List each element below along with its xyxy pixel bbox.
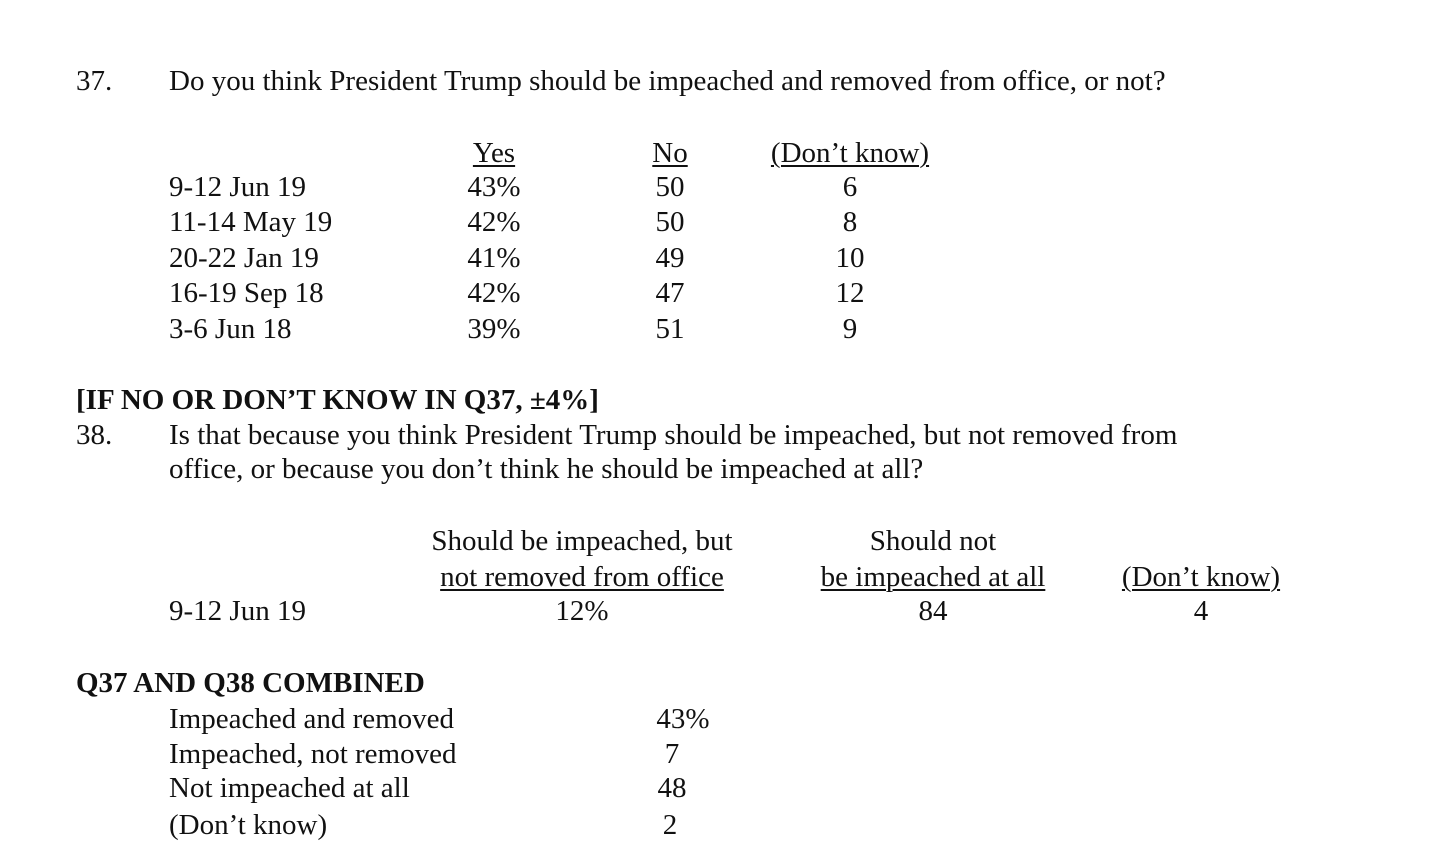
combined-value: 7 bbox=[664, 738, 680, 770]
q38-number: 38. bbox=[76, 419, 113, 451]
row-dont-know: 10 bbox=[835, 242, 865, 274]
q37-header-no: No bbox=[652, 137, 688, 169]
row-dont-know: 12 bbox=[835, 277, 865, 309]
row-no: 47 bbox=[655, 277, 685, 309]
q38-question-line2: office, or because you don’t think he sh… bbox=[169, 453, 924, 485]
combined-value: 2 bbox=[662, 809, 678, 841]
row-dont-know: 9 bbox=[842, 313, 858, 345]
row-impeached-not-removed: 12% bbox=[555, 595, 609, 627]
combined-value: 43% bbox=[656, 703, 710, 735]
q38-header-col2-line2: be impeached at all bbox=[820, 561, 1046, 593]
q38-header-dont-know: (Don’t know) bbox=[1121, 561, 1281, 593]
row-no: 51 bbox=[655, 313, 685, 345]
combined-label: Not impeached at all bbox=[169, 772, 410, 804]
combined-label: Impeached and removed bbox=[169, 703, 455, 735]
q37-header-dont-know: (Don’t know) bbox=[770, 137, 930, 169]
q37-header-yes: Yes bbox=[472, 137, 516, 169]
row-dont-know: 4 bbox=[1193, 595, 1209, 627]
q37-question: Do you think President Trump should be i… bbox=[169, 65, 1166, 97]
q38-header-col1-line2: not removed from office bbox=[440, 561, 724, 593]
q38-header-col2-line1: Should not bbox=[869, 525, 997, 557]
row-date: 3-6 Jun 18 bbox=[169, 313, 292, 345]
q38-header-col1-line1: Should be impeached, but bbox=[431, 525, 733, 557]
combined-title: Q37 AND Q38 COMBINED bbox=[76, 667, 425, 699]
row-yes: 43% bbox=[467, 171, 521, 203]
q37-number: 37. bbox=[76, 65, 113, 97]
row-yes: 41% bbox=[467, 242, 521, 274]
row-dont-know: 8 bbox=[842, 206, 858, 238]
row-no: 50 bbox=[655, 171, 685, 203]
row-dont-know: 6 bbox=[842, 171, 858, 203]
row-yes: 42% bbox=[467, 277, 521, 309]
row-not-impeached: 84 bbox=[918, 595, 948, 627]
q38-filter-heading: [IF NO OR DON’T KNOW IN Q37, ±4%] bbox=[76, 384, 599, 416]
row-date: 9-12 Jun 19 bbox=[169, 595, 306, 627]
combined-label: (Don’t know) bbox=[169, 809, 328, 841]
row-yes: 39% bbox=[467, 313, 521, 345]
row-date: 20-22 Jan 19 bbox=[169, 242, 319, 274]
row-date: 11-14 May 19 bbox=[169, 206, 333, 238]
row-yes: 42% bbox=[467, 206, 521, 238]
row-no: 49 bbox=[655, 242, 685, 274]
combined-value: 48 bbox=[657, 772, 687, 804]
row-no: 50 bbox=[655, 206, 685, 238]
q38-question-line1: Is that because you think President Trum… bbox=[169, 419, 1178, 451]
combined-label: Impeached, not removed bbox=[169, 738, 457, 770]
row-date: 9-12 Jun 19 bbox=[169, 171, 306, 203]
row-date: 16-19 Sep 18 bbox=[169, 277, 324, 309]
